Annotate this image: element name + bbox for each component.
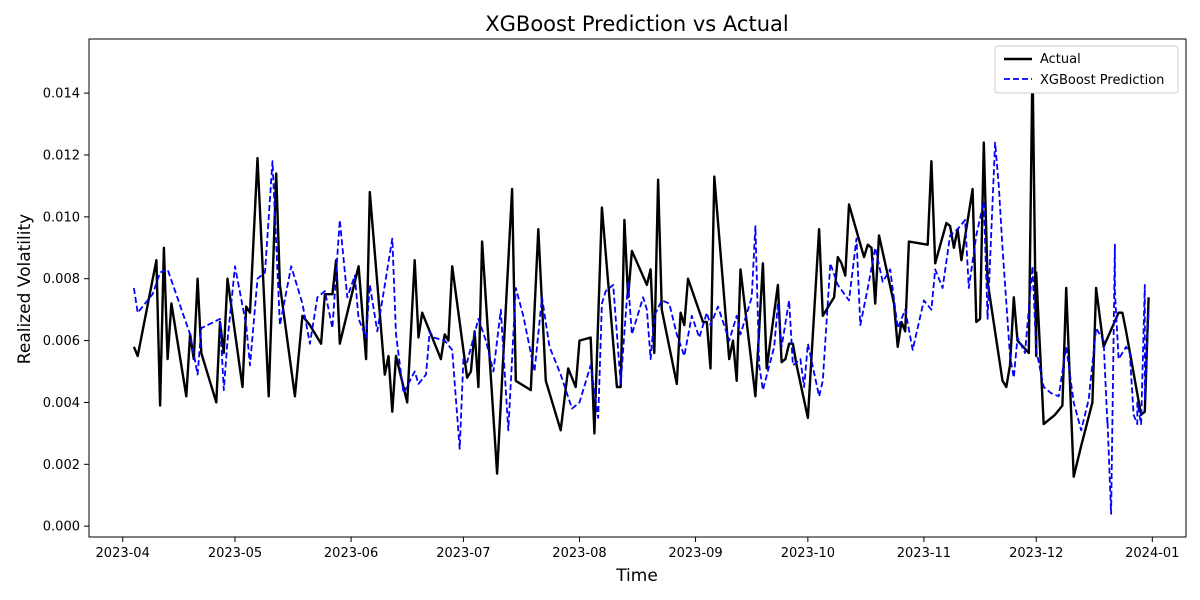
y-tick-label: 0.006 [43, 334, 80, 349]
y-axis: 0.000 0.002 0.004 0.006 0.008 0.010 0.012 0.014 [43, 87, 89, 535]
y-tick-label: 0.004 [43, 396, 80, 411]
y-tick-label: 0.000 [43, 520, 80, 535]
x-tick-label: 2023-09 [668, 546, 722, 561]
legend-label-prediction: XGBoost Prediction [1040, 73, 1164, 88]
series-layer [132, 61, 1150, 515]
x-tick-label: 2023-10 [781, 546, 835, 561]
y-tick-label: 0.002 [43, 458, 80, 473]
x-tick-label: 2023-04 [96, 546, 150, 561]
x-tick-label: 2023-08 [552, 546, 606, 561]
legend: Actual XGBoost Prediction [994, 45, 1179, 94]
chart-title: XGBoost Prediction vs Actual [485, 12, 788, 36]
x-tick-label: 2024-01 [1125, 546, 1179, 561]
legend-label-actual: Actual [1040, 52, 1081, 67]
y-tick-label: 0.008 [43, 272, 80, 287]
x-axis: 2023-04 2023-05 2023-06 2023-07 2023-08 2023-… [96, 537, 1179, 561]
y-tick-label: 0.010 [43, 210, 80, 225]
y-tick-label: 0.014 [43, 87, 80, 102]
series-line-actual [132, 61, 1150, 478]
x-tick-label: 2023-05 [208, 546, 262, 561]
x-tick-label: 2023-12 [1009, 546, 1063, 561]
plot-area: 2023-04 2023-05 2023-06 2023-07 2023-08 2023-… [43, 38, 1187, 561]
x-axis-title: Time [615, 566, 658, 586]
x-tick-label: 2023-06 [324, 546, 378, 561]
x-tick-label: 2023-11 [897, 546, 951, 561]
plot-frame [88, 38, 1187, 538]
y-axis-title: Realized Volatility [15, 214, 35, 364]
y-tick-label: 0.012 [43, 148, 80, 163]
legend-box [994, 45, 1179, 94]
x-tick-label: 2023-07 [436, 546, 490, 561]
